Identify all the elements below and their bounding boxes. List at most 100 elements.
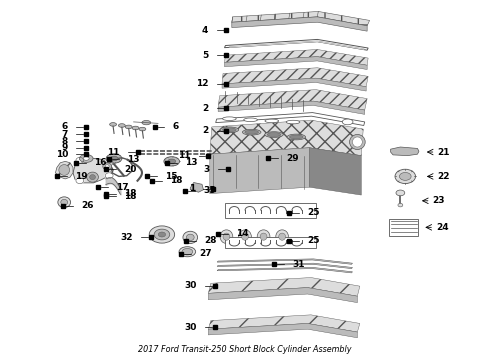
Polygon shape bbox=[208, 315, 360, 332]
Text: 18: 18 bbox=[124, 189, 136, 198]
FancyBboxPatch shape bbox=[225, 203, 316, 218]
Text: 15: 15 bbox=[165, 172, 178, 181]
Polygon shape bbox=[217, 263, 352, 269]
Text: 27: 27 bbox=[199, 249, 212, 258]
Ellipse shape bbox=[106, 154, 122, 163]
Ellipse shape bbox=[276, 230, 289, 243]
Ellipse shape bbox=[142, 121, 151, 125]
Text: 22: 22 bbox=[438, 172, 450, 181]
Ellipse shape bbox=[110, 156, 118, 161]
Ellipse shape bbox=[242, 233, 248, 240]
Polygon shape bbox=[229, 41, 364, 50]
Ellipse shape bbox=[105, 165, 109, 168]
Ellipse shape bbox=[287, 134, 306, 140]
Ellipse shape bbox=[183, 231, 197, 243]
Text: 18: 18 bbox=[124, 192, 136, 201]
Circle shape bbox=[76, 157, 84, 163]
Ellipse shape bbox=[396, 190, 405, 196]
Text: 6: 6 bbox=[62, 122, 68, 131]
Circle shape bbox=[105, 173, 113, 179]
Text: 11: 11 bbox=[107, 148, 120, 157]
Ellipse shape bbox=[149, 226, 174, 243]
Polygon shape bbox=[55, 161, 73, 179]
Text: 14: 14 bbox=[236, 229, 249, 238]
Text: 16: 16 bbox=[95, 158, 107, 167]
Ellipse shape bbox=[398, 203, 403, 207]
FancyBboxPatch shape bbox=[389, 219, 418, 236]
Text: 2017 Ford Transit-250 Short Block Cylinder Assembly: 2017 Ford Transit-250 Short Block Cylind… bbox=[138, 345, 352, 354]
Text: 10: 10 bbox=[56, 150, 68, 159]
Ellipse shape bbox=[139, 127, 146, 131]
Ellipse shape bbox=[182, 248, 193, 255]
Ellipse shape bbox=[349, 134, 365, 149]
Ellipse shape bbox=[154, 229, 170, 240]
Text: 9: 9 bbox=[62, 143, 68, 152]
Polygon shape bbox=[208, 278, 360, 296]
Ellipse shape bbox=[110, 123, 117, 126]
Polygon shape bbox=[310, 148, 361, 195]
Ellipse shape bbox=[220, 230, 233, 243]
Text: 4: 4 bbox=[202, 26, 208, 35]
Ellipse shape bbox=[132, 126, 139, 130]
Text: 29: 29 bbox=[287, 154, 299, 163]
Text: 2: 2 bbox=[202, 126, 208, 135]
Polygon shape bbox=[224, 49, 368, 65]
Ellipse shape bbox=[245, 130, 259, 134]
Polygon shape bbox=[232, 12, 369, 26]
Polygon shape bbox=[391, 147, 419, 156]
Text: 25: 25 bbox=[307, 237, 319, 246]
Polygon shape bbox=[190, 183, 203, 192]
Text: 13: 13 bbox=[127, 155, 140, 164]
Text: 26: 26 bbox=[81, 201, 94, 210]
Text: 8: 8 bbox=[62, 137, 68, 146]
Ellipse shape bbox=[168, 159, 175, 164]
Ellipse shape bbox=[290, 135, 303, 139]
Ellipse shape bbox=[90, 175, 96, 180]
Ellipse shape bbox=[244, 118, 257, 122]
Text: 28: 28 bbox=[204, 237, 217, 246]
Ellipse shape bbox=[239, 230, 251, 243]
Ellipse shape bbox=[223, 233, 230, 240]
Text: 25: 25 bbox=[307, 208, 319, 217]
Text: 35: 35 bbox=[203, 186, 216, 195]
Ellipse shape bbox=[179, 247, 196, 257]
Text: 18: 18 bbox=[170, 176, 183, 185]
Ellipse shape bbox=[257, 230, 270, 243]
Ellipse shape bbox=[220, 127, 239, 133]
Polygon shape bbox=[224, 57, 367, 69]
Text: 11: 11 bbox=[178, 151, 190, 160]
Ellipse shape bbox=[399, 172, 411, 180]
Polygon shape bbox=[222, 78, 366, 91]
Ellipse shape bbox=[265, 132, 283, 138]
Text: 7: 7 bbox=[62, 130, 68, 139]
Polygon shape bbox=[217, 259, 352, 264]
Ellipse shape bbox=[164, 157, 179, 166]
Polygon shape bbox=[224, 40, 368, 50]
Text: 1: 1 bbox=[189, 184, 195, 193]
Text: 24: 24 bbox=[436, 223, 449, 232]
Ellipse shape bbox=[279, 233, 286, 240]
Ellipse shape bbox=[222, 117, 236, 121]
Text: 3: 3 bbox=[203, 165, 210, 174]
Ellipse shape bbox=[158, 232, 166, 237]
Polygon shape bbox=[218, 101, 365, 114]
Ellipse shape bbox=[243, 129, 261, 135]
Text: 30: 30 bbox=[184, 323, 196, 332]
Ellipse shape bbox=[186, 234, 194, 240]
Ellipse shape bbox=[125, 125, 132, 129]
Ellipse shape bbox=[260, 233, 267, 240]
Text: 30: 30 bbox=[184, 281, 196, 290]
Ellipse shape bbox=[83, 157, 89, 160]
Ellipse shape bbox=[119, 124, 125, 127]
Ellipse shape bbox=[79, 154, 93, 162]
Ellipse shape bbox=[265, 119, 279, 123]
Polygon shape bbox=[73, 158, 112, 183]
Ellipse shape bbox=[61, 199, 68, 205]
Text: 32: 32 bbox=[121, 233, 133, 242]
Ellipse shape bbox=[352, 137, 362, 147]
Polygon shape bbox=[208, 323, 357, 338]
Ellipse shape bbox=[59, 165, 70, 175]
Text: 2: 2 bbox=[202, 104, 208, 113]
Polygon shape bbox=[232, 17, 367, 31]
Text: 19: 19 bbox=[75, 172, 88, 181]
